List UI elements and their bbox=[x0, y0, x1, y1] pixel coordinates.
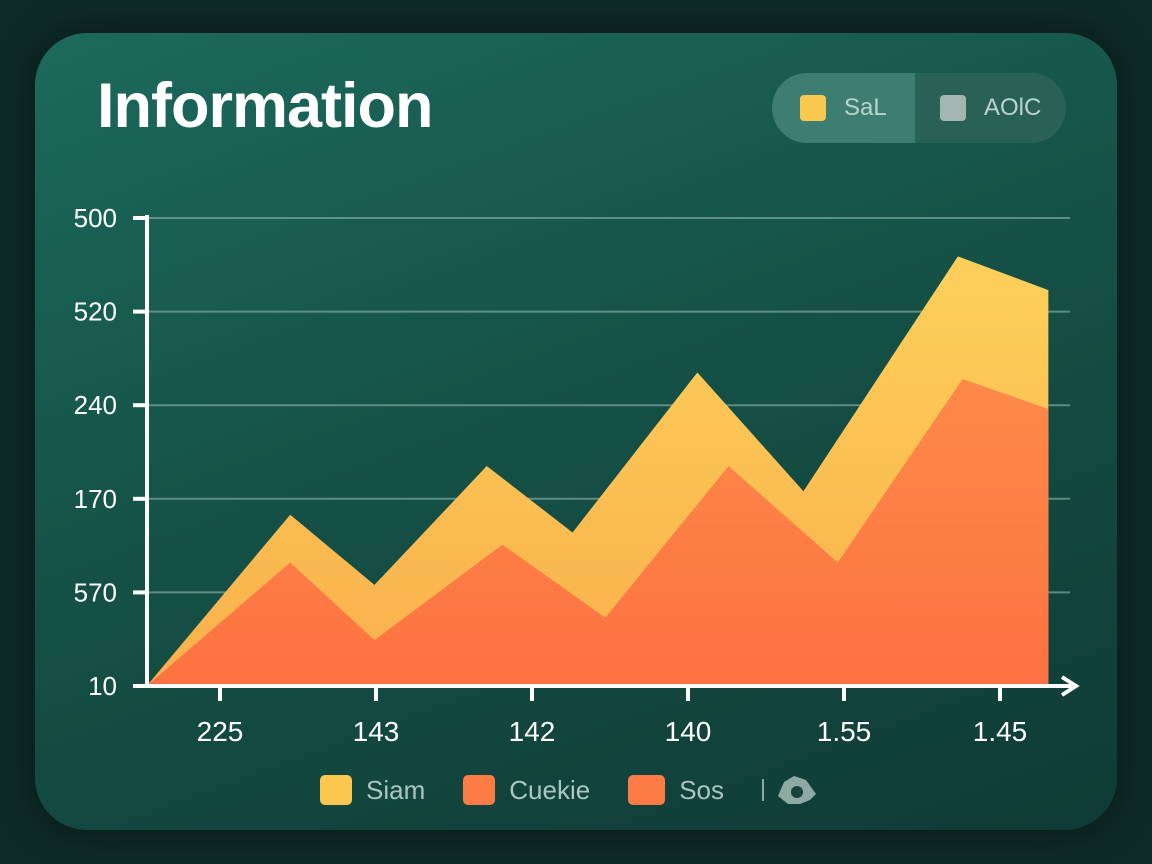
legend-more[interactable] bbox=[762, 770, 820, 810]
legend-swatch bbox=[800, 95, 826, 121]
top-legend: SaL AOlC bbox=[772, 73, 1066, 143]
legend-label: Cuekie bbox=[509, 774, 591, 805]
divider bbox=[762, 779, 764, 801]
y-tick-label: 170 bbox=[74, 484, 117, 514]
legend-label: Sos bbox=[679, 774, 724, 805]
x-tick-label: 140 bbox=[665, 716, 712, 747]
bottom-legend: Siam Cuekie Sos bbox=[320, 770, 820, 810]
y-tick-label: 500 bbox=[74, 203, 117, 233]
legend-label: SaL bbox=[844, 94, 887, 121]
area-series-cuekie bbox=[146, 378, 1049, 686]
y-tick-label: 10 bbox=[88, 671, 117, 701]
legend-item-siam[interactable]: Siam bbox=[320, 775, 425, 806]
legend-swatch bbox=[320, 775, 352, 805]
legend-item-cuekie[interactable]: Cuekie bbox=[463, 775, 590, 806]
legend-label: Siam bbox=[366, 774, 426, 805]
top-legend-item-sal[interactable]: SaL bbox=[772, 73, 915, 143]
gear-icon bbox=[778, 776, 816, 804]
y-tick-label: 520 bbox=[74, 297, 117, 327]
legend-swatch bbox=[628, 775, 666, 805]
top-legend-item-aolc[interactable]: AOlC bbox=[915, 73, 1066, 143]
legend-swatch bbox=[463, 775, 496, 805]
x-tick-label: 1.55 bbox=[817, 716, 872, 747]
x-tick-label: 225 bbox=[197, 716, 244, 747]
y-tick-label: 570 bbox=[74, 577, 117, 607]
x-tick-label: 1.45 bbox=[973, 716, 1028, 747]
legend-item-sos[interactable]: Sos bbox=[628, 775, 724, 806]
chart-title: Information bbox=[97, 71, 433, 141]
y-tick-label: 240 bbox=[74, 390, 117, 420]
legend-label: AOlC bbox=[984, 94, 1042, 121]
x-tick-label: 142 bbox=[509, 716, 556, 747]
x-axis-arrow bbox=[1060, 675, 1080, 697]
legend-swatch bbox=[940, 95, 966, 121]
x-tick-label: 143 bbox=[353, 716, 400, 747]
